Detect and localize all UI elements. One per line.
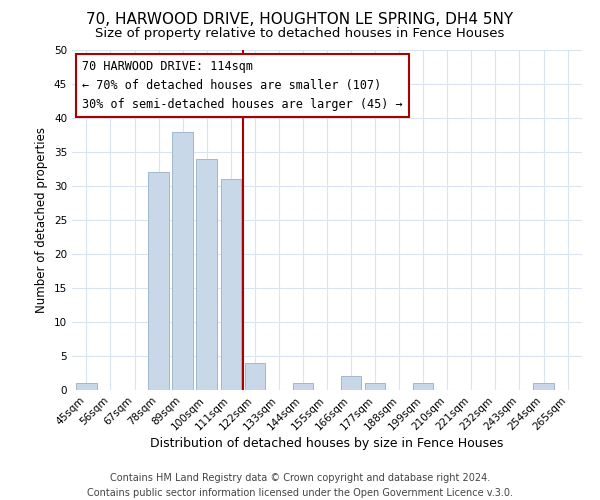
Bar [533,383,554,390]
Bar [245,363,265,390]
Text: Contains HM Land Registry data © Crown copyright and database right 2024.
Contai: Contains HM Land Registry data © Crown c… [87,472,513,498]
Text: Size of property relative to detached houses in Fence Houses: Size of property relative to detached ho… [95,28,505,40]
Bar [341,376,361,390]
Text: 70, HARWOOD DRIVE, HOUGHTON LE SPRING, DH4 5NY: 70, HARWOOD DRIVE, HOUGHTON LE SPRING, D… [86,12,514,28]
Y-axis label: Number of detached properties: Number of detached properties [35,127,49,313]
Bar [196,159,217,390]
Bar [365,383,385,390]
X-axis label: Distribution of detached houses by size in Fence Houses: Distribution of detached houses by size … [151,438,503,450]
Bar [413,383,433,390]
Bar [172,132,193,390]
Bar [148,172,169,390]
Bar [221,179,241,390]
Text: 70 HARWOOD DRIVE: 114sqm
← 70% of detached houses are smaller (107)
30% of semi-: 70 HARWOOD DRIVE: 114sqm ← 70% of detach… [82,60,403,111]
Bar [293,383,313,390]
Bar [76,383,97,390]
